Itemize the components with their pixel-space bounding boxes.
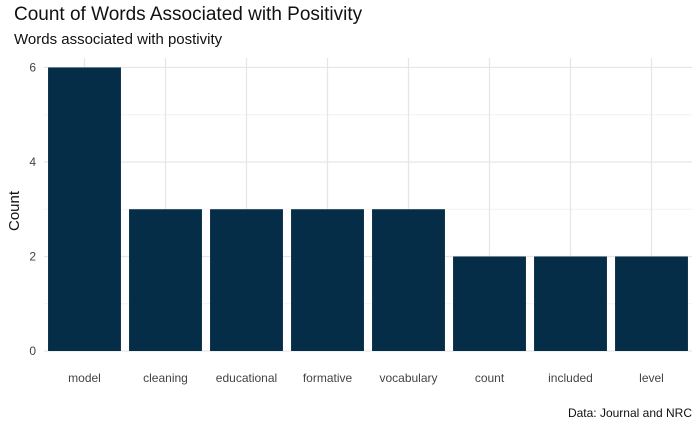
y-tick-labels: 0 2 4 6	[29, 60, 36, 358]
bar-cleaning	[129, 209, 202, 351]
y-tick-label: 2	[29, 249, 36, 263]
bar-count	[453, 256, 526, 351]
x-tick-label: included	[548, 371, 593, 385]
x-tick-label: cleaning	[143, 371, 188, 385]
bars-group	[48, 67, 688, 352]
chart-caption: Data: Journal and NRC	[567, 406, 692, 420]
x-tick-labels: model cleaning educational formative vocabul…	[68, 371, 664, 385]
y-axis-title: Count	[6, 190, 23, 231]
bar-educational	[210, 209, 283, 351]
x-tick-label: level	[639, 371, 664, 385]
chart-title: Count of Words Associated with Positivit…	[14, 4, 363, 25]
bar-included	[534, 256, 607, 351]
bar-formative	[291, 209, 364, 351]
x-tick-label: vocabulary	[379, 371, 437, 385]
y-tick-label: 4	[29, 155, 36, 169]
bar-vocabulary	[372, 209, 445, 351]
bar-level	[615, 256, 688, 351]
x-tick-label: count	[475, 371, 505, 385]
x-tick-label: model	[68, 371, 101, 385]
x-tick-label: formative	[303, 371, 353, 385]
y-tick-label: 6	[29, 60, 36, 74]
chart-subtitle: Words associated with postivity	[14, 31, 223, 48]
x-tick-label: educational	[216, 371, 277, 385]
y-tick-label: 0	[29, 344, 36, 358]
bar-model	[48, 67, 121, 352]
